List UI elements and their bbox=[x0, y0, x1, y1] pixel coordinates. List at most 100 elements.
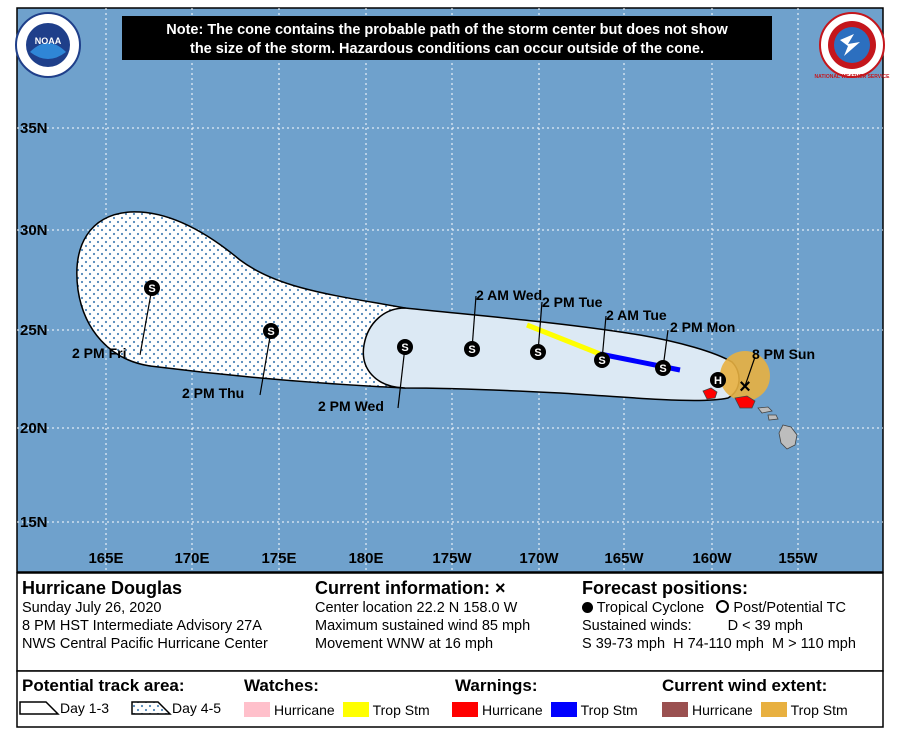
point-2pm-wed: S bbox=[397, 339, 413, 355]
time-label: 2 PM Fri bbox=[72, 345, 126, 361]
hurricane-watch-swatch bbox=[244, 702, 270, 717]
lat-lon-grid bbox=[17, 8, 883, 572]
nws-logo-icon: NATIONAL WEATHER SERVICE bbox=[815, 12, 891, 80]
note-line-1: Note: The cone contains the probable pat… bbox=[166, 22, 728, 38]
storm-advisory: 8 PM HST Intermediate Advisory 27A bbox=[22, 618, 262, 634]
tc-label: Tropical Cyclone bbox=[596, 600, 705, 616]
cone-day-1-3 bbox=[362, 307, 740, 402]
storm-date: Sunday July 26, 2020 bbox=[22, 600, 162, 616]
info-panel bbox=[16, 572, 884, 672]
current-movement: Movement WNW at 16 mph bbox=[315, 636, 494, 652]
warnings-legend: Hurricane Trop Stm bbox=[452, 702, 638, 718]
point-symbol: S bbox=[659, 363, 666, 375]
current-title: Current information: bbox=[315, 578, 490, 598]
time-label: 2 PM Mon bbox=[670, 319, 735, 335]
lon-label: 155W bbox=[778, 550, 818, 567]
m-category: M > 110 mph bbox=[771, 636, 856, 652]
lon-label: 165W bbox=[604, 550, 644, 567]
lon-label: 170E bbox=[174, 550, 209, 567]
lat-label: 35N bbox=[20, 120, 48, 137]
hurricane-wind-swatch bbox=[662, 702, 688, 717]
warnings-title: Warnings: bbox=[455, 676, 538, 695]
filled-circle-icon bbox=[582, 602, 593, 613]
point-2pm-fri: S bbox=[144, 280, 160, 296]
d-category: D < 39 mph bbox=[727, 618, 803, 634]
point-2am-tue: S bbox=[594, 352, 610, 368]
point-symbol: S bbox=[148, 283, 155, 295]
wind-extent-title: Current wind extent: bbox=[662, 676, 828, 695]
s-category: S 39-73 mph bbox=[582, 636, 666, 652]
noaa-logo-icon: NOAA bbox=[15, 12, 81, 78]
forecast-title: Forecast positions: bbox=[582, 578, 749, 598]
lon-label: 165E bbox=[88, 550, 123, 567]
watches-title: Watches: bbox=[244, 676, 319, 695]
ts-warning-label: Trop Stm bbox=[580, 702, 638, 718]
current-wind: Maximum sustained wind 85 mph bbox=[315, 618, 531, 634]
point-symbol: S bbox=[534, 347, 541, 359]
time-label: 8 PM Sun bbox=[752, 346, 815, 362]
lon-label: 175W bbox=[432, 550, 472, 567]
open-circle-icon bbox=[716, 600, 730, 613]
storm-name: Hurricane Douglas bbox=[22, 578, 183, 598]
day45-legend: Day 4-5 bbox=[128, 700, 221, 716]
point-symbol: S bbox=[598, 355, 605, 367]
sustained-label: Sustained winds: bbox=[582, 618, 692, 634]
svg-text:NOAA: NOAA bbox=[35, 36, 62, 46]
time-label: 2 AM Tue bbox=[606, 307, 667, 323]
lon-label: 160W bbox=[692, 550, 732, 567]
note-banner bbox=[122, 16, 772, 60]
time-label: 2 AM Wed bbox=[476, 287, 542, 303]
time-label: 2 PM Wed bbox=[318, 398, 384, 414]
lat-label: 30N bbox=[20, 222, 48, 239]
point-2pm-thu: S bbox=[263, 323, 279, 339]
day13-legend: Day 1-3 bbox=[18, 700, 109, 716]
watches-legend: Hurricane Trop Stm bbox=[244, 702, 430, 718]
wind-extent-legend: Hurricane Trop Stm bbox=[662, 702, 848, 718]
hurricane-warning-label: Hurricane bbox=[482, 702, 543, 718]
current-info: Current information: × Center location 2… bbox=[315, 578, 530, 653]
day13-label: Day 1-3 bbox=[60, 700, 110, 716]
day13-cone-icon bbox=[19, 701, 60, 715]
svg-text:NATIONAL WEATHER SERVICE: NATIONAL WEATHER SERVICE bbox=[815, 74, 891, 80]
track-title: Potential track area: bbox=[22, 676, 185, 695]
ts-wind-label: Trop Stm bbox=[790, 702, 848, 718]
hawaiian-islands bbox=[702, 387, 798, 450]
forecast-info: Forecast positions: Tropical Cyclone Pos… bbox=[582, 578, 856, 653]
point-2pm-tue: S bbox=[530, 344, 546, 360]
point-symbol: S bbox=[267, 326, 274, 338]
point-symbol: S bbox=[401, 342, 408, 354]
day45-cone-icon bbox=[131, 701, 172, 715]
legend-panel bbox=[16, 670, 884, 728]
ptc-label: Post/Potential TC bbox=[733, 600, 846, 616]
lon-label: 180E bbox=[348, 550, 383, 567]
tropical-storm-wind-extent bbox=[720, 351, 770, 401]
ts-watch-label: Trop Stm bbox=[372, 702, 430, 718]
lat-label: 25N bbox=[20, 322, 48, 339]
time-label: 2 PM Tue bbox=[542, 294, 603, 310]
lon-label: 175E bbox=[261, 550, 296, 567]
forecast-points: S S S S S S S H × bbox=[144, 280, 751, 398]
hurricane-wind-label: Hurricane bbox=[692, 702, 753, 718]
point-2pm-mon: S bbox=[655, 360, 671, 376]
hurricane-watch-label: Hurricane bbox=[274, 702, 335, 718]
hurricane-warning-swatch bbox=[452, 702, 478, 717]
storm-center: NWS Central Pacific Hurricane Center bbox=[22, 636, 268, 652]
lat-label: 15N bbox=[20, 514, 48, 531]
time-label: 2 PM Thu bbox=[182, 385, 244, 401]
lat-label: 20N bbox=[20, 420, 48, 437]
current-location: Center location 22.2 N 158.0 W bbox=[315, 600, 518, 616]
ts-warning-swatch bbox=[550, 702, 577, 717]
x-marker-icon: × bbox=[495, 578, 506, 598]
point-symbol: H bbox=[714, 375, 722, 387]
ts-wind-swatch bbox=[760, 702, 787, 717]
h-category: H 74-110 mph bbox=[673, 636, 764, 652]
ts-watch-swatch bbox=[342, 702, 369, 717]
current-position-marker: × bbox=[739, 376, 751, 398]
storm-info: Hurricane Douglas Sunday July 26, 2020 8… bbox=[22, 578, 268, 653]
tropical-storm-watch-segment bbox=[526, 322, 601, 357]
note-line-2: the size of the storm. Hazardous conditi… bbox=[190, 41, 704, 57]
point-symbol: S bbox=[468, 344, 475, 356]
lon-label: 170W bbox=[519, 550, 559, 567]
